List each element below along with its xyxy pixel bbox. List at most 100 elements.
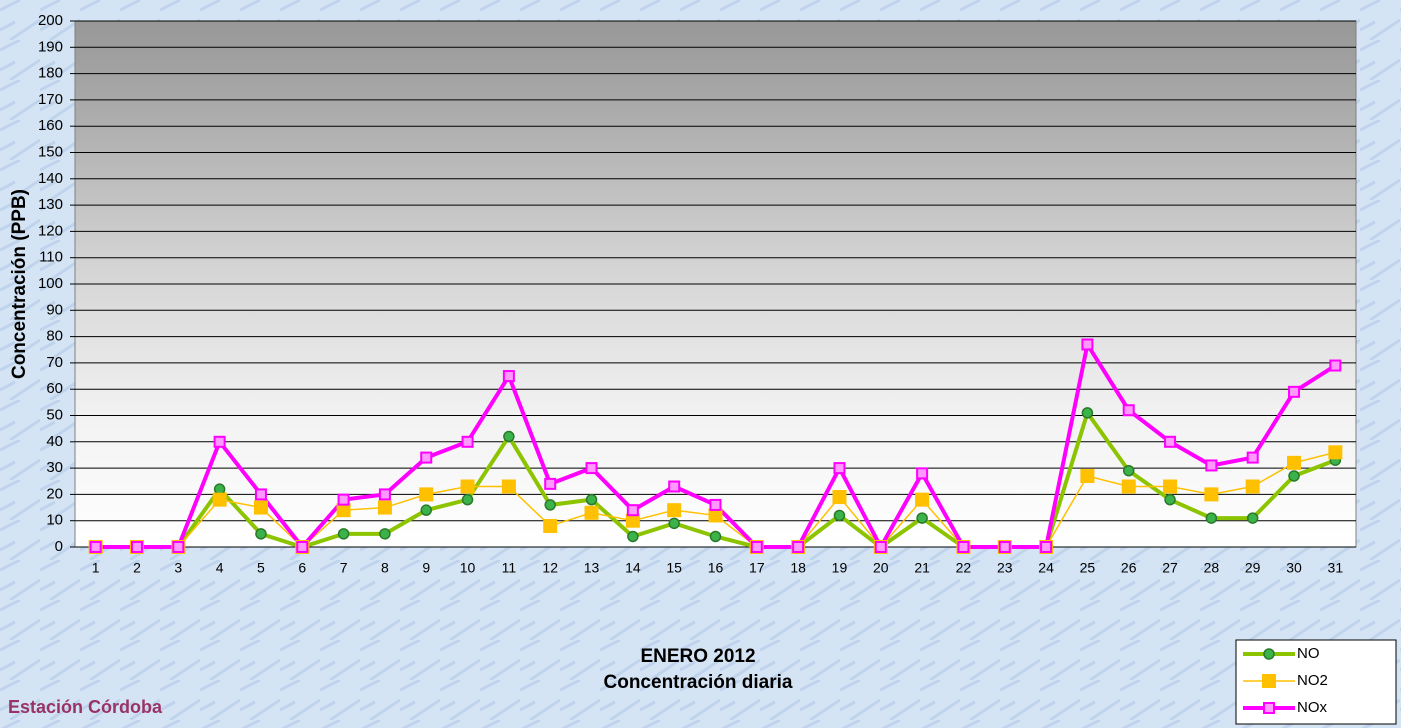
marker [1205,512,1218,524]
y-tick-label: 70 [46,354,63,371]
x-tick-label: 8 [381,560,389,576]
chart-subtitle: Concentración diaria [604,672,793,693]
y-tick-label: 110 [39,249,63,266]
marker [130,541,143,553]
x-tick-label: 13 [584,560,600,576]
marker [750,541,763,553]
marker [460,479,475,494]
x-tick-label: 30 [1286,560,1302,576]
marker [1164,435,1177,448]
marker [1329,359,1342,372]
legend-marker [1262,674,1276,688]
x-tick-label: 15 [666,560,682,576]
x-tick-label: 2 [133,560,141,576]
marker [212,492,227,507]
marker [1081,338,1094,351]
y-tick-label: 180 [38,65,63,82]
marker [832,490,847,505]
marker [708,508,723,523]
x-tick-label: 3 [174,560,182,576]
marker [585,493,598,506]
marker [957,541,970,553]
marker [667,503,682,518]
annotation: Estación Córdoba [8,697,163,717]
y-tick-label: 30 [46,459,63,476]
marker [544,499,556,511]
marker [1163,479,1178,494]
marker [1122,404,1135,417]
marker [627,530,639,543]
x-tick-label: 17 [749,560,765,576]
marker [213,435,226,448]
marker [668,480,681,493]
legend-label: NOx [1297,699,1328,716]
y-tick-label: 0 [55,538,63,555]
marker [1164,493,1176,506]
y-tick-label: 80 [46,328,63,345]
x-tick-label: 7 [340,560,348,576]
x-tick-label: 12 [542,560,558,576]
x-tick-label: 22 [956,560,972,576]
marker [1287,455,1302,470]
y-tick-label: 40 [46,433,63,450]
marker [296,541,309,553]
x-tick-label: 10 [460,560,476,576]
marker [544,477,557,490]
marker [833,462,846,475]
marker [254,488,267,501]
marker [1122,464,1135,477]
marker [253,500,268,515]
marker [1288,385,1301,398]
marker [1081,407,1094,419]
y-tick-label: 10 [46,512,63,529]
y-tick-label: 150 [38,143,63,160]
marker [1205,459,1218,472]
legend-marker [1263,648,1275,660]
y-tick-label: 90 [46,301,63,318]
marker [1246,512,1259,524]
marker [172,541,185,553]
x-tick-label: 9 [422,560,430,576]
legend-label: NO [1297,645,1320,662]
x-tick-label: 6 [298,560,306,576]
x-tick-label: 27 [1162,560,1178,576]
y-tick-label: 160 [38,117,63,134]
marker [1288,470,1300,482]
marker [543,518,558,533]
x-tick-label: 20 [873,560,889,576]
x-tick-label: 26 [1121,560,1137,576]
marker [709,498,722,511]
x-tick-label: 29 [1245,560,1261,576]
marker [668,517,680,530]
x-tick-label: 21 [914,560,930,576]
y-axis-label: Concentración (PPB) [9,189,30,379]
x-tick-label: 28 [1204,560,1220,576]
x-tick-label: 25 [1080,560,1096,576]
y-tick-label: 140 [38,170,63,187]
marker [461,493,474,506]
marker [625,513,640,528]
x-tick-label: 23 [997,560,1013,576]
marker [1040,541,1053,553]
y-tick-label: 20 [46,485,63,502]
x-tick-label: 18 [790,560,806,576]
marker [916,467,929,480]
legend-label: NO2 [1297,672,1328,689]
marker [337,528,350,540]
marker [874,541,887,553]
x-tick-label: 11 [502,560,517,576]
marker [461,435,474,448]
marker [503,430,515,443]
y-tick-label: 120 [38,222,63,239]
marker [792,541,805,553]
marker [1080,468,1095,483]
marker [89,541,102,553]
marker [998,541,1011,553]
x-tick-label: 24 [1038,560,1054,576]
marker [916,512,928,524]
x-tick-label: 5 [257,560,265,576]
marker [1245,479,1260,494]
marker [378,488,391,501]
x-tick-label: 16 [708,560,724,576]
